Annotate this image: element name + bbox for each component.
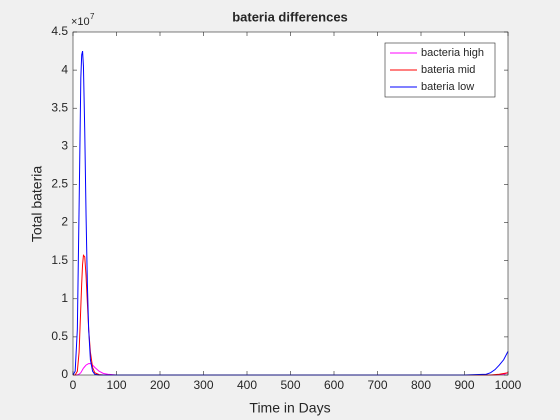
x-tick-label: 700 bbox=[367, 378, 387, 392]
y-tick-label: 2 bbox=[61, 215, 68, 229]
legend-label: bacteria high bbox=[421, 47, 484, 59]
y-tick-label: 1.5 bbox=[51, 253, 68, 267]
chart-title: bateria differences bbox=[232, 9, 348, 24]
y-multiplier: ×10 bbox=[71, 16, 90, 28]
y-tick-label: 2.5 bbox=[51, 177, 68, 191]
y-tick-label: 1 bbox=[61, 291, 68, 305]
axes-box bbox=[72, 31, 509, 376]
x-tick-label: 900 bbox=[454, 378, 474, 392]
y-exponent: 7 bbox=[90, 12, 95, 21]
y-tick-label: 4.5 bbox=[51, 24, 68, 38]
x-tick-label: 500 bbox=[280, 378, 300, 392]
x-tick-label: 100 bbox=[106, 378, 126, 392]
y-axis-label: Total bateria bbox=[29, 166, 45, 242]
x-tick-label: 1000 bbox=[495, 378, 522, 392]
legend-label: bateria mid bbox=[421, 64, 475, 76]
x-tick-label: 200 bbox=[150, 378, 170, 392]
x-tick-label: 0 bbox=[70, 378, 77, 392]
legend-label: bateria low bbox=[421, 81, 474, 93]
y-tick-label: 4 bbox=[61, 62, 68, 76]
y-tick-label: 3 bbox=[61, 139, 68, 153]
y-tick-label: 3.5 bbox=[51, 100, 68, 114]
x-tick-label: 400 bbox=[237, 378, 257, 392]
y-tick-label: 0 bbox=[61, 367, 68, 381]
y-tick-label: 0.5 bbox=[51, 329, 68, 343]
x-tick-label: 300 bbox=[193, 378, 213, 392]
x-axis-label: Time in Days bbox=[249, 400, 330, 416]
x-tick-label: 600 bbox=[324, 378, 344, 392]
x-tick-label: 800 bbox=[411, 378, 431, 392]
